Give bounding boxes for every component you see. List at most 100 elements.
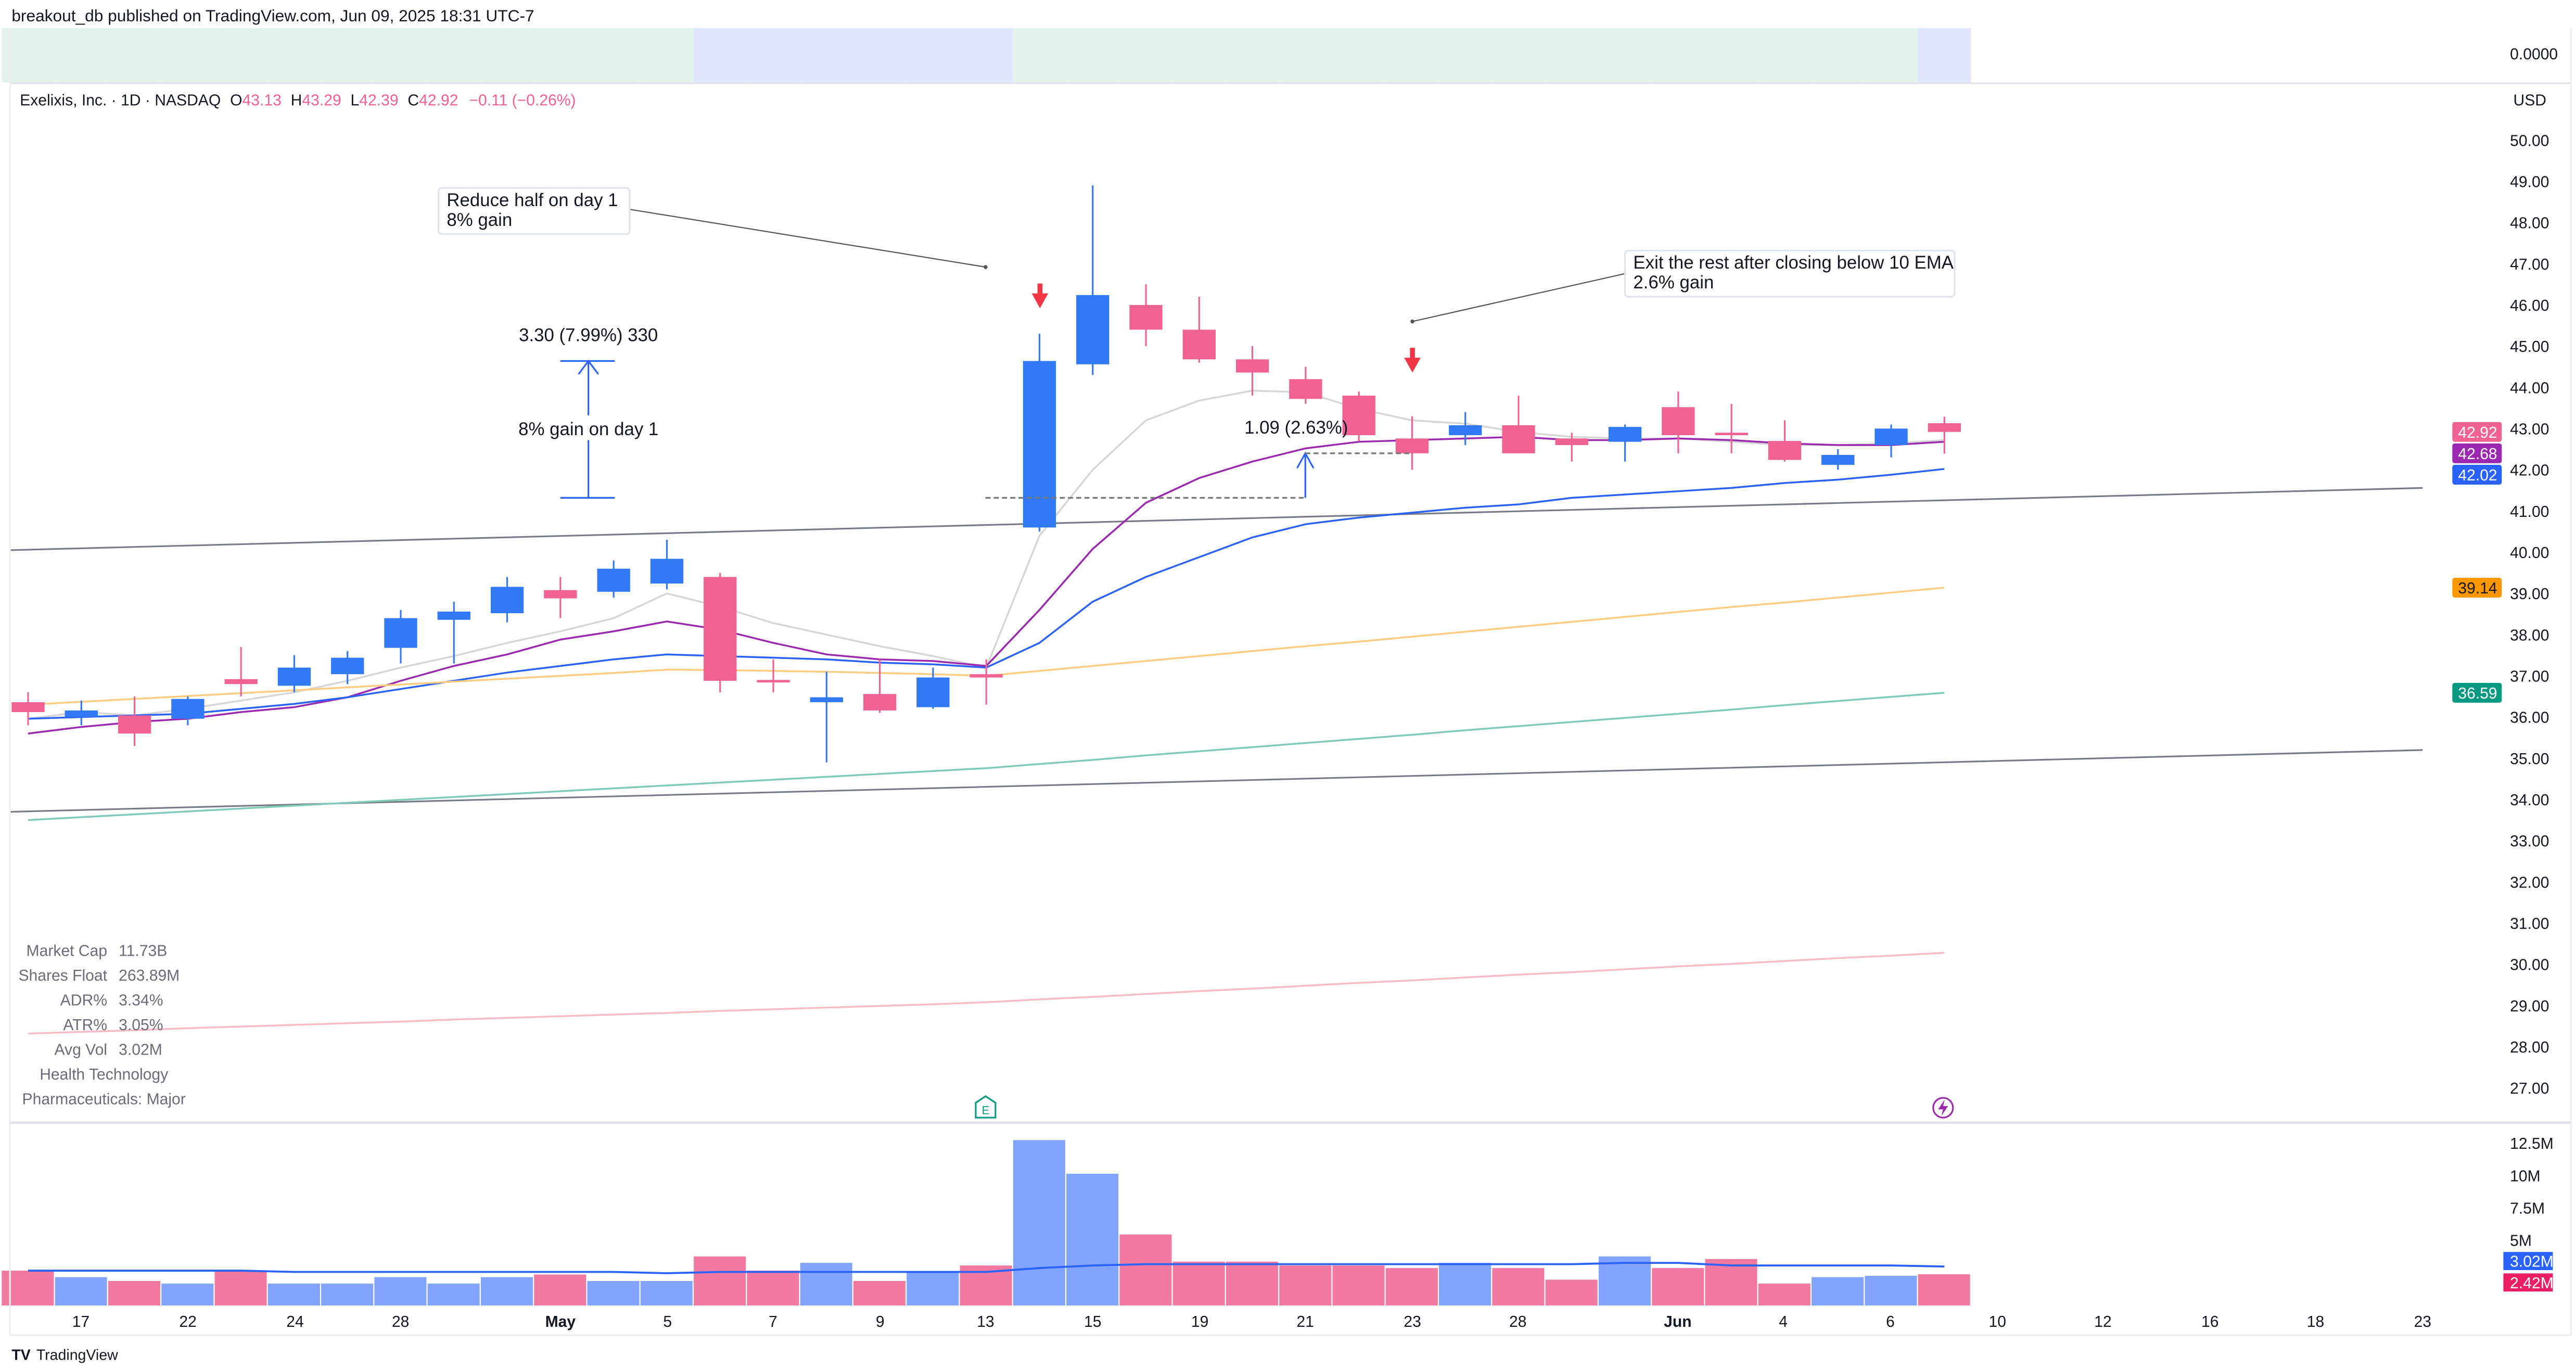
time-tick-label: 12 [2094, 1313, 2111, 1330]
callout-text: 2.6% gain [1633, 272, 1714, 293]
symbol-name: Exelixis, Inc. · 1D · NASDAQ [20, 92, 221, 109]
stat-label: Market Cap [27, 943, 107, 960]
regime-segment [1226, 28, 1279, 83]
time-tick-label: 16 [2201, 1313, 2218, 1330]
volume-bar [55, 1277, 107, 1306]
time-tick-label: 15 [1084, 1313, 1101, 1330]
price-tick-label: 35.00 [2510, 751, 2549, 768]
low-label: L [351, 92, 360, 109]
dividend-marker[interactable] [1932, 1097, 1954, 1119]
price-tick-label: 27.00 [2510, 1080, 2549, 1097]
price-tick-label: 41.00 [2510, 503, 2549, 521]
lightning-icon [1938, 1099, 1948, 1116]
volume-badge-text: 3.02M [2510, 1253, 2554, 1271]
price-tick-label: 36.00 [2510, 709, 2549, 727]
time-tick-label: 10 [1989, 1313, 2006, 1330]
measure-rest[interactable]: 1.09 (2.63%) [1244, 417, 1413, 498]
stat-label: Shares Float [18, 967, 107, 984]
volume-bar [853, 1281, 906, 1306]
note-exit-rest[interactable]: Exit the rest after closing below 10 EMA… [1410, 249, 1956, 324]
regime-segment [1279, 28, 1333, 83]
callout-box [437, 187, 631, 235]
industry-label: Pharmaceuticals: Major [22, 1091, 186, 1108]
price-tick-label: 48.00 [2510, 215, 2549, 232]
regime-segment [1918, 28, 1971, 83]
stat-value: 3.02M [119, 1042, 162, 1059]
volume-bar [214, 1271, 267, 1306]
time-tick-label: 4 [1779, 1313, 1788, 1330]
price-tick-label: 42.00 [2510, 462, 2549, 479]
candle-body [916, 677, 950, 707]
regime-segment [1864, 28, 1918, 83]
note-reduce-half[interactable]: Reduce half on day 1 8% gain [437, 187, 988, 269]
tradingview-logo-text: TradingView [36, 1347, 118, 1364]
price-tick-label: 39.00 [2510, 586, 2549, 603]
regime-segment [960, 28, 1013, 83]
volume-axis[interactable]: 12.5M 10M 7.5M 5M 3.02M 2.42M [2503, 1135, 2554, 1292]
candle-body [437, 611, 470, 620]
time-tick-label: 18 [2307, 1313, 2324, 1330]
callout-text: 8% gain [447, 210, 512, 230]
regime-segment [1332, 28, 1386, 83]
high-value: 43.29 [302, 92, 341, 109]
stat-value: 263.89M [119, 967, 180, 984]
price-axis[interactable]: 50.00 49.00 48.00 47.00 46.00 45.00 44.00 43.00… [2510, 132, 2549, 1097]
candle-body [118, 715, 151, 734]
price-tick-label: 40.00 [2510, 544, 2549, 562]
callout-anchor [1410, 319, 1414, 324]
trendline[interactable] [10, 487, 2423, 551]
currency-label[interactable]: USD [2513, 92, 2546, 109]
time-tick-label: 28 [1509, 1313, 1526, 1330]
low-value: 42.39 [359, 92, 398, 109]
candle-body [171, 699, 205, 719]
measure-day1[interactable]: 3.30 (7.99%) 330 8% gain on day 1 [518, 325, 658, 499]
ma-badge-text: 36.59 [2458, 685, 2497, 702]
volume-bar [1918, 1274, 1970, 1306]
volume-bar [1758, 1283, 1810, 1306]
trendlines[interactable] [10, 487, 2423, 813]
candle-body [65, 710, 98, 717]
volume-bars [2, 1140, 1970, 1306]
sector-label: Health Technology [40, 1066, 168, 1083]
ma-badge [2452, 577, 2502, 598]
volume-tick-label: 5M [2510, 1232, 2532, 1249]
candle-body [224, 679, 258, 684]
candle-body [1076, 295, 1110, 364]
price-tick-label: 49.00 [2510, 173, 2549, 191]
candle-body [704, 577, 737, 681]
regime-segment [1811, 28, 1865, 83]
sell-arrow-1[interactable] [1031, 283, 1049, 309]
last-price-badge-text: 42.92 [2458, 424, 2497, 441]
candle-body [757, 680, 790, 683]
time-tick-label: 6 [1886, 1313, 1895, 1330]
volume-bar [374, 1277, 427, 1306]
trendline[interactable] [10, 749, 2423, 813]
time-tick-label: 17 [72, 1313, 90, 1330]
price-tick-label: 43.00 [2510, 421, 2549, 438]
regime-segment [374, 28, 428, 83]
regime-segment [1545, 28, 1599, 83]
high-label: H [291, 92, 302, 109]
volume-badge-text: 2.42M [2510, 1275, 2554, 1292]
volume-bar [534, 1274, 586, 1306]
stat-label: ATR% [63, 1017, 107, 1034]
sell-arrow-2[interactable] [1404, 348, 1421, 373]
candle-body [970, 674, 1003, 678]
regime-segment [640, 28, 694, 83]
price-badges: 42.92 42.68 42.02 39.14 36.59 [2452, 422, 2502, 703]
time-tick-label: May [545, 1313, 576, 1330]
time-axis[interactable]: 17 22 24 28 May 5 7 9 13 15 19 21 23 28 Jun 4 6 10 12 16 18 2… [72, 1313, 2431, 1330]
regime-segment [1119, 28, 1173, 83]
time-tick-label: 19 [1191, 1313, 1208, 1330]
earnings-marker[interactable]: E [975, 1095, 997, 1119]
candle-body [331, 657, 364, 675]
regime-segment [533, 28, 588, 83]
volume-bar [694, 1256, 746, 1306]
arrow-down-icon [1404, 358, 1421, 373]
volume-ma-line [28, 1262, 1945, 1274]
stat-label: Avg Vol [55, 1042, 107, 1059]
close-value: 42.92 [419, 92, 458, 109]
tradingview-logo[interactable]: TV TradingView [11, 1347, 118, 1364]
regime-segment [853, 28, 907, 83]
